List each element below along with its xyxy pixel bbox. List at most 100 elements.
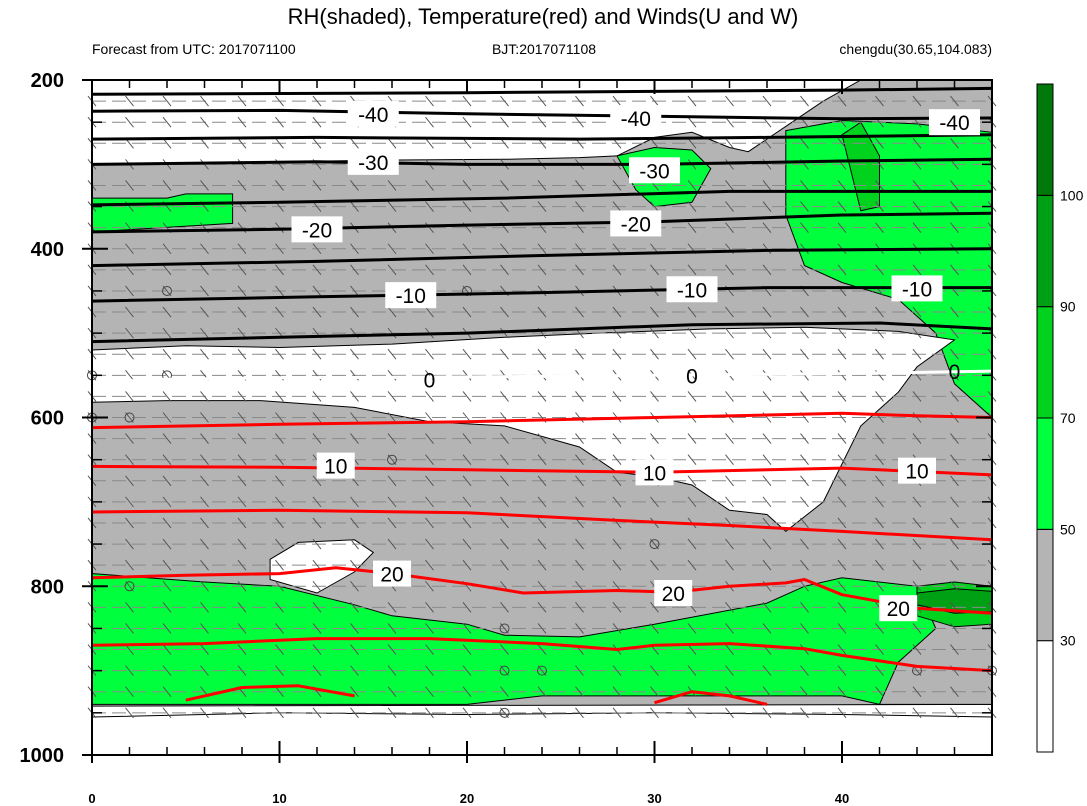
wind-barb [537,243,547,255]
wind-barb [837,686,847,698]
wind-barb [800,538,809,550]
wind-barb [537,433,547,444]
wind-barb [912,95,922,107]
wind-barb [387,623,397,634]
wind-barb [762,95,772,107]
wind-barb [500,517,509,529]
wind-barb [762,391,772,402]
isotherms [91,86,993,706]
wind-barb [350,180,359,191]
wind-barb [500,454,509,465]
contour-labels: -40 -40 -40 -30 -30 -20 -20 -10 -10 -10 0 0 0 10 10 10 2… [291,100,980,622]
wind-barb [762,707,772,719]
wind-barb [200,644,209,655]
wind-barb [612,665,622,676]
wind-barb [800,264,809,276]
wind-barb [800,475,809,487]
wind-barb [312,95,322,107]
wind-barb [950,538,959,550]
wind-barb [800,180,809,191]
contour-label-box [291,216,343,243]
wind-barb [275,538,284,550]
wind-barb [537,602,547,613]
wind-barb [237,285,247,297]
warm-isotherm [91,637,993,673]
wind-barb [125,116,134,128]
wind-barb [162,95,172,107]
wind-barb [425,623,434,634]
wind-barb [500,433,509,444]
wind-barb [837,137,847,149]
wind-barb [725,623,734,634]
wind-barb [650,707,659,719]
wind-barb [350,243,359,255]
wind-barb [425,475,434,487]
warm-isotherm [185,684,355,702]
wind-barb [912,222,922,233]
wind-barb [162,496,172,508]
wind-barb [312,433,322,444]
wind-barb [237,496,247,508]
wind-barb [275,243,284,255]
wind-barb [200,538,209,550]
wind-barb [725,602,734,613]
wind-barb [387,243,397,255]
wind-barb [350,201,359,212]
contour-label: -10 [677,279,707,302]
wind-barb [425,559,434,571]
wind-barb [537,116,547,128]
wind-barb [162,454,172,465]
wind-barb [125,517,134,529]
calm-wind-marker [649,539,660,550]
wind-barb [425,707,434,719]
wind-barb [237,159,247,170]
wind-barb [612,327,622,339]
wind-barb [725,391,734,402]
wind-barb [837,370,847,381]
wind-barb [575,454,584,465]
colorbar-tick-label: 50 [1060,521,1076,537]
contour-label-box [629,157,680,184]
cold-isotherm [91,133,993,141]
wind-barb [200,475,209,487]
wind-barb [875,327,884,339]
wind-barb [837,496,847,508]
contour-label-box [891,275,943,302]
wind-barb [725,559,734,571]
wind-barb [725,327,734,339]
wind-barb [425,137,434,149]
chart-title: RH(shaded), Temperature(red) and Winds(U… [288,4,799,29]
wind-barb [912,433,922,444]
wind-barb [387,306,397,318]
wind-barb [387,686,397,698]
wind-barb [837,180,847,191]
wind-barb [800,686,809,698]
wind-barb [237,559,247,571]
wind-barb [650,95,659,107]
contour-label: -30 [639,160,669,183]
wind-barb [875,475,884,487]
wind-barb [950,264,959,276]
wind-barb [687,707,697,719]
wind-barb [650,433,659,444]
rh-region-white [269,539,375,594]
wind-barb [350,306,359,318]
wind-barb [612,475,622,487]
wind-barb [237,95,247,107]
wind-barb [762,665,772,676]
wind-barb [537,201,547,212]
wind-barb [950,496,959,508]
wind-barb [425,538,434,550]
wind-barb [762,306,772,318]
wind-barb [575,496,584,508]
wind-barb [612,243,622,255]
zero-isotherm [91,369,993,386]
wind-barb [500,496,509,508]
wind-barb [950,623,959,634]
wind-barb [725,137,734,149]
wind-barb [837,454,847,465]
calm-wind-marker [499,707,510,718]
wind-barb [500,391,509,402]
wind-barb [912,707,922,719]
